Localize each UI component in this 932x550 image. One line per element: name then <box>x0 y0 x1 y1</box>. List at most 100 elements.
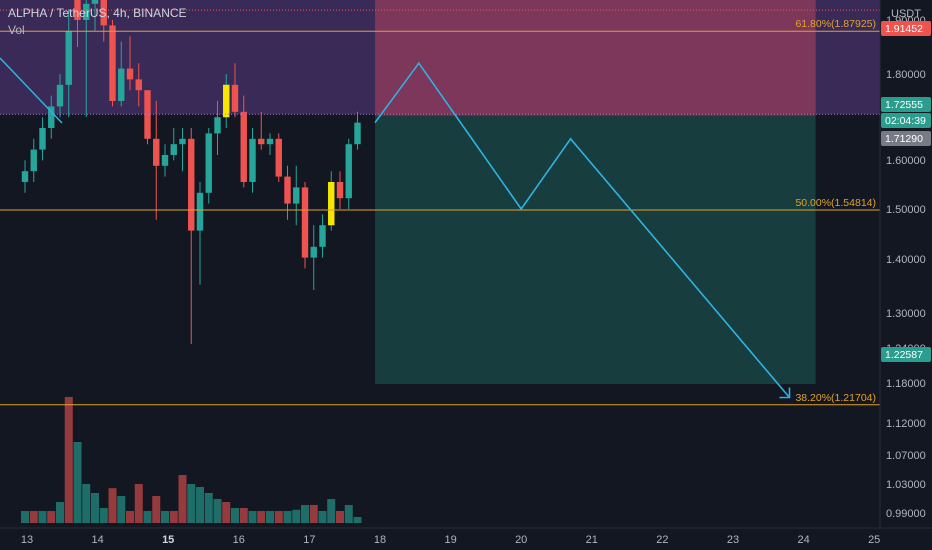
volume-bar <box>231 508 239 523</box>
price-tag-label: 1.72555 <box>885 99 923 111</box>
time-tick: 18 <box>374 534 386 546</box>
currency-label: USDT <box>891 8 921 20</box>
candle-body <box>205 133 212 193</box>
candle-body <box>196 192 204 231</box>
candle-body-highlight <box>223 84 230 118</box>
volume-bar <box>47 511 56 523</box>
candle-body <box>109 25 116 101</box>
trend-line <box>0 57 63 124</box>
candle-body <box>21 171 29 182</box>
candle-body-highlight <box>328 182 335 226</box>
volume-bar <box>143 511 152 523</box>
volume-bar <box>222 502 231 523</box>
volume-bar <box>187 484 196 523</box>
volume-bar <box>64 397 73 523</box>
time-tick: 23 <box>727 534 739 546</box>
candle-body <box>354 122 361 145</box>
candle-body <box>83 3 90 21</box>
candle-body <box>284 176 291 204</box>
time-tick: 19 <box>444 534 456 546</box>
volume-bar <box>29 511 38 523</box>
volume-layer <box>21 397 362 523</box>
time-tick: 24 <box>797 534 809 546</box>
projection-path <box>374 61 791 399</box>
volume-bar <box>161 511 169 523</box>
time-tick: 13 <box>21 534 33 546</box>
time-tick: 15 <box>162 534 174 546</box>
volume-bar <box>134 484 143 523</box>
price-tick: 1.50000 <box>886 204 926 216</box>
price-tag-box <box>881 131 931 146</box>
volume-bar <box>178 475 187 523</box>
volume-bar <box>204 493 213 523</box>
volume-bar <box>239 508 248 523</box>
time-tick: 17 <box>303 534 315 546</box>
candle-body <box>56 84 64 107</box>
candle-body <box>293 187 300 204</box>
candle-body <box>188 138 195 231</box>
time-tick: 22 <box>656 534 668 546</box>
candle-body <box>126 68 134 80</box>
price-tag-label: 02:04:39 <box>885 115 926 127</box>
price-tag-box <box>881 97 931 112</box>
candle-body <box>30 149 37 172</box>
volume-bar <box>266 511 274 523</box>
time-tick: 16 <box>233 534 245 546</box>
volume-bar <box>196 487 204 523</box>
candle-body <box>39 128 46 150</box>
price-tick: 1.40000 <box>886 254 926 266</box>
candle-body <box>345 144 352 199</box>
price-tick: 1.12000 <box>886 418 926 430</box>
candle-body <box>179 138 186 145</box>
candle-body <box>266 138 274 145</box>
symbol-title: ALPHA / TetherUS, 4h, BINANCE <box>8 6 187 20</box>
candle-body <box>231 84 239 112</box>
volume-bar <box>91 493 99 523</box>
volume-bar <box>126 511 134 523</box>
candle-body <box>48 106 55 128</box>
candle-body <box>74 0 81 20</box>
volume-bar <box>301 505 309 523</box>
price-tick: 1.03000 <box>886 479 926 491</box>
candle-body <box>91 0 99 4</box>
price-tick: 1.60000 <box>886 155 926 167</box>
candle-body <box>118 68 125 101</box>
volume-bar <box>344 505 353 523</box>
price-tick: 1.80000 <box>886 69 926 81</box>
candle-body <box>214 117 221 134</box>
price-tag-box <box>881 347 931 362</box>
candle-body <box>275 138 282 177</box>
volume-bar <box>327 499 336 523</box>
time-tick: 21 <box>586 534 598 546</box>
volume-bar <box>21 511 29 523</box>
volume-bar <box>38 511 47 523</box>
fib-label: 38.20%(1.21704) <box>795 392 876 404</box>
stop-loss-zone <box>375 0 816 117</box>
candle-body <box>336 182 344 199</box>
candle-body <box>100 0 107 26</box>
candle-body <box>170 144 177 155</box>
candle-body <box>161 155 169 166</box>
volume-bar <box>117 496 126 523</box>
price-tag-label: 1.91452 <box>885 23 923 35</box>
candle-body <box>258 138 265 145</box>
candle-body <box>310 246 317 258</box>
volume-bar <box>274 511 283 523</box>
lines-layer: 61.80%(1.87925) 50.00%(1.54814) 38.20%(1.2… <box>0 9 880 406</box>
volume-bar <box>336 511 344 523</box>
candle-body <box>249 138 256 182</box>
candle-body <box>135 79 142 91</box>
time-tick: 20 <box>515 534 527 546</box>
time-tick: 25 <box>868 534 880 546</box>
candle-body <box>153 138 160 166</box>
candle-body <box>65 30 72 85</box>
candle-body <box>301 187 309 258</box>
price-tag-box <box>881 113 931 128</box>
price-tag-box <box>881 21 931 36</box>
volume-bar <box>169 511 178 523</box>
take-profit-zone <box>375 116 816 385</box>
price-tick: 1.07000 <box>886 450 926 462</box>
price-tag-label: 1.71290 <box>885 133 923 145</box>
